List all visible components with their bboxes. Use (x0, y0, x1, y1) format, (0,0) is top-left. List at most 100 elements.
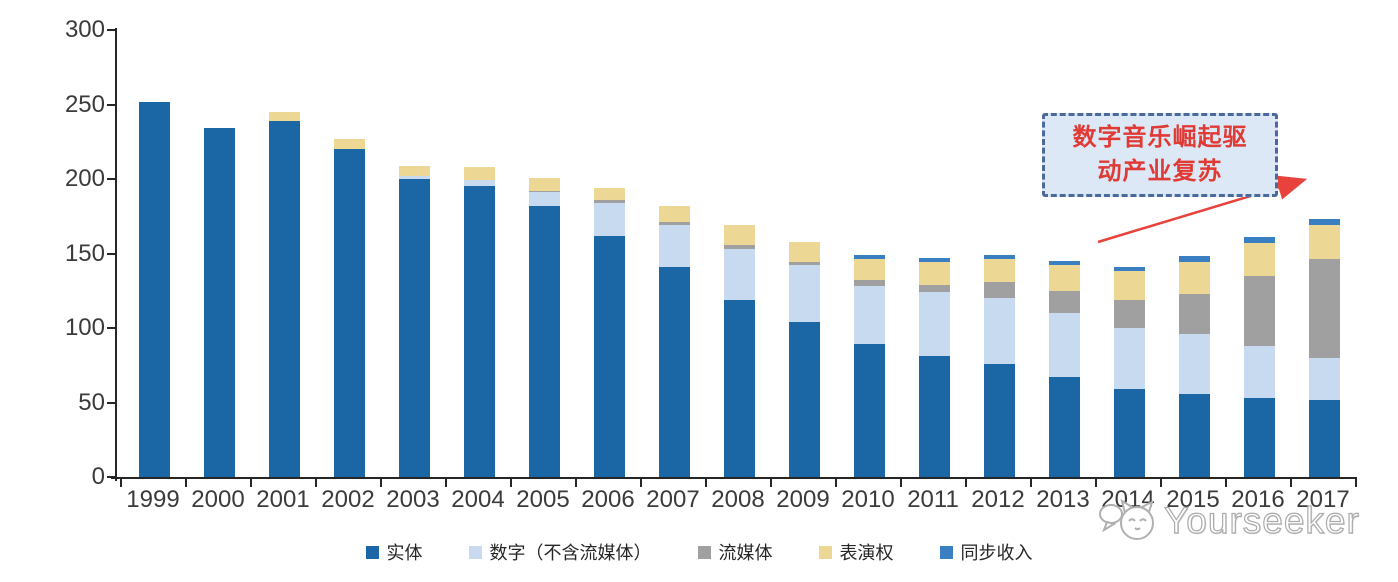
x-axis-tick (510, 479, 512, 487)
legend-label-sync: 同步收入 (960, 543, 1033, 563)
x-axis-tick (315, 479, 317, 487)
bar-segment-sync-2013 (1049, 261, 1080, 265)
x-axis-tick-label: 2003 (386, 486, 440, 513)
bar-segment-digital-2006 (594, 203, 625, 236)
x-axis-tick-label: 2013 (1036, 486, 1090, 513)
bar-segment-digital-2014 (1114, 328, 1145, 389)
x-axis-tick-label: 2000 (191, 486, 245, 513)
bar-segment-sync-2015 (1179, 256, 1210, 262)
x-axis-tick-label: 2016 (1231, 486, 1285, 513)
x-axis-tick-label: 1999 (126, 486, 180, 513)
legend-item-performance: 表演权 (818, 539, 894, 565)
bar-segment-sync-2010 (854, 255, 885, 259)
bar-segment-digital-2007 (659, 225, 690, 267)
bar-segment-digital-2003 (399, 176, 430, 179)
bar-segment-physical-2010 (854, 344, 885, 477)
annotation-text-line1: 数字音乐崛起驱 (1072, 124, 1248, 151)
y-axis-tick (107, 476, 115, 478)
bar-segment-performance-2011 (919, 262, 950, 285)
bar-segment-streaming-2010 (854, 280, 885, 286)
x-axis-tick-label: 2008 (711, 486, 765, 513)
y-axis-tick (107, 29, 115, 31)
cat-logo-icon (1099, 498, 1154, 540)
bar-segment-streaming-2014 (1114, 300, 1145, 328)
x-axis-tick (250, 479, 252, 487)
watermark-text: Yourseeker (1163, 499, 1360, 541)
x-axis-tick (445, 479, 447, 487)
bar-segment-physical-2012 (984, 364, 1015, 477)
x-axis-tick-label: 2006 (581, 486, 635, 513)
bar-segment-performance-2007 (659, 206, 690, 222)
legend-swatch-streaming (697, 545, 711, 559)
legend-label-streaming: 流媒体 (718, 543, 773, 563)
bar-segment-streaming-2009 (789, 262, 820, 265)
y-axis-tick (107, 103, 115, 106)
bar-segment-digital-2004 (464, 180, 495, 186)
bar-segment-performance-2012 (984, 259, 1015, 282)
bar-segment-digital-2016 (1244, 346, 1275, 398)
legend-item-streaming: 流媒体 (697, 539, 773, 565)
bar-segment-performance-2003 (399, 166, 430, 176)
x-axis-tick (1355, 479, 1357, 487)
x-axis-tick (575, 479, 577, 487)
legend-item-sync: 同步收入 (939, 539, 1033, 565)
bar-segment-streaming-2005 (529, 191, 560, 192)
x-axis-tick-label: 2011 (907, 486, 959, 513)
bar-segment-digital-2015 (1179, 334, 1210, 394)
bar-segment-physical-2004 (464, 186, 495, 477)
bar-segment-sync-2017 (1309, 219, 1340, 225)
legend-label-performance: 表演权 (839, 543, 894, 563)
y-axis-tick-label: 200 (64, 165, 105, 192)
y-axis-line (115, 28, 117, 481)
watermark: Yourseeker (1098, 497, 1360, 545)
y-axis-tick (107, 178, 115, 180)
x-axis-tick (120, 479, 122, 487)
bar-segment-digital-2012 (984, 298, 1015, 364)
bar-segment-streaming-2015 (1179, 294, 1210, 334)
bar-segment-streaming-2011 (919, 285, 950, 292)
bar-segment-physical-2014 (1114, 389, 1145, 477)
y-axis-tick-label: 150 (64, 239, 105, 267)
x-axis-tick (705, 479, 707, 487)
bar-segment-physical-2001 (269, 121, 300, 477)
bar-segment-performance-2016 (1244, 243, 1275, 276)
bar-segment-performance-2006 (594, 188, 625, 200)
x-axis-tick-label: 2012 (971, 486, 1025, 513)
bar-segment-streaming-2008 (724, 245, 755, 249)
bar-segment-physical-2009 (789, 322, 820, 477)
x-axis-line (111, 477, 1357, 479)
bar-segment-performance-2005 (529, 178, 560, 191)
bar-segment-streaming-2012 (984, 282, 1015, 298)
x-axis-tick-label: 2017 (1296, 486, 1350, 513)
bar-segment-performance-2004 (464, 167, 495, 180)
x-axis-tick-label: 2004 (451, 486, 505, 513)
bar-segment-physical-2002 (334, 149, 365, 477)
x-axis-tick (1095, 479, 1097, 487)
bar-segment-physical-2006 (594, 236, 625, 477)
y-axis-tick (107, 401, 115, 404)
legend-swatch-sync (939, 545, 953, 559)
bar-segment-sync-2011 (919, 258, 950, 262)
bar-segment-streaming-2016 (1244, 276, 1275, 346)
x-axis-tick (1290, 479, 1292, 487)
legend-swatch-performance (818, 545, 832, 559)
bar-segment-digital-2017 (1309, 358, 1340, 400)
bar-segment-streaming-2013 (1049, 291, 1080, 313)
bar-segment-digital-2011 (919, 292, 950, 356)
bar-segment-physical-2008 (724, 300, 755, 477)
legend-swatch-digital (468, 545, 482, 559)
x-axis-tick-label: 2010 (841, 486, 895, 513)
legend-label-digital: 数字（不含流媒体） (489, 543, 652, 563)
legend-item-physical: 实体 (365, 539, 423, 565)
bar-segment-sync-2014 (1114, 267, 1145, 271)
bar-segment-performance-2002 (334, 139, 365, 149)
bar-segment-performance-2010 (854, 259, 885, 280)
bar-segment-digital-2013 (1049, 313, 1080, 377)
y-axis-tick-label: 250 (64, 90, 105, 118)
bar-segment-digital-2009 (789, 265, 820, 322)
x-axis-tick (965, 479, 967, 487)
bar-segment-physical-2013 (1049, 377, 1080, 477)
x-axis-tick (770, 479, 772, 487)
x-axis-tick (1225, 479, 1227, 487)
annotation-callout: 数字音乐崛起驱 动产业复苏 (1042, 113, 1278, 197)
